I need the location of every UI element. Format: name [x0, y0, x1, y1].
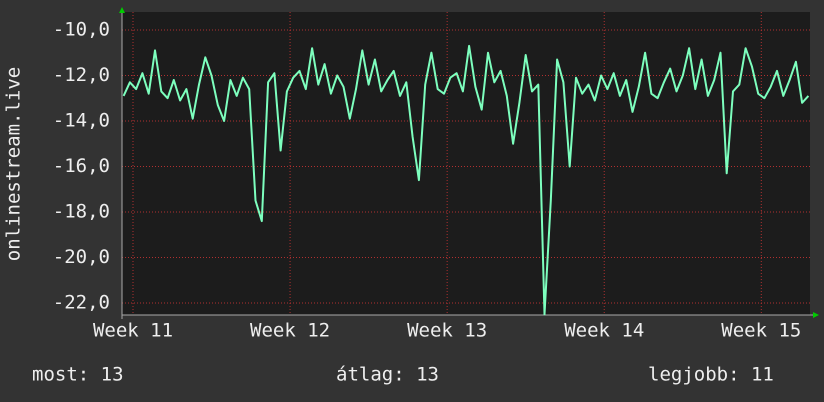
- x-tick-label: Week 15: [721, 320, 801, 342]
- y-tick-label: -22,0: [53, 291, 110, 313]
- y-tick-label: -16,0: [53, 155, 110, 177]
- y-tick-label: -20,0: [53, 246, 110, 268]
- line-series: [122, 44, 810, 316]
- y-tick-label: -12,0: [53, 64, 110, 86]
- x-tick-label: Week 12: [250, 320, 330, 342]
- x-axis-arrow: [813, 312, 819, 318]
- y-tick-label: -14,0: [53, 109, 110, 131]
- x-tick-label: Week 13: [407, 320, 487, 342]
- y-tick-label: -18,0: [53, 200, 110, 222]
- stat-max: legjobb: 11: [648, 364, 774, 386]
- grid: [122, 12, 810, 315]
- y-axis-label: onlinestream.live: [3, 67, 25, 261]
- y-axis-arrow: [119, 7, 125, 13]
- x-tick-label: Week 14: [564, 320, 644, 342]
- y-tick-label: -10,0: [53, 18, 110, 40]
- x-tick-label: Week 11: [93, 320, 173, 342]
- stat-average: átlag: 13: [336, 364, 439, 386]
- plot-area: [122, 12, 810, 315]
- stat-current: most: 13: [32, 364, 124, 386]
